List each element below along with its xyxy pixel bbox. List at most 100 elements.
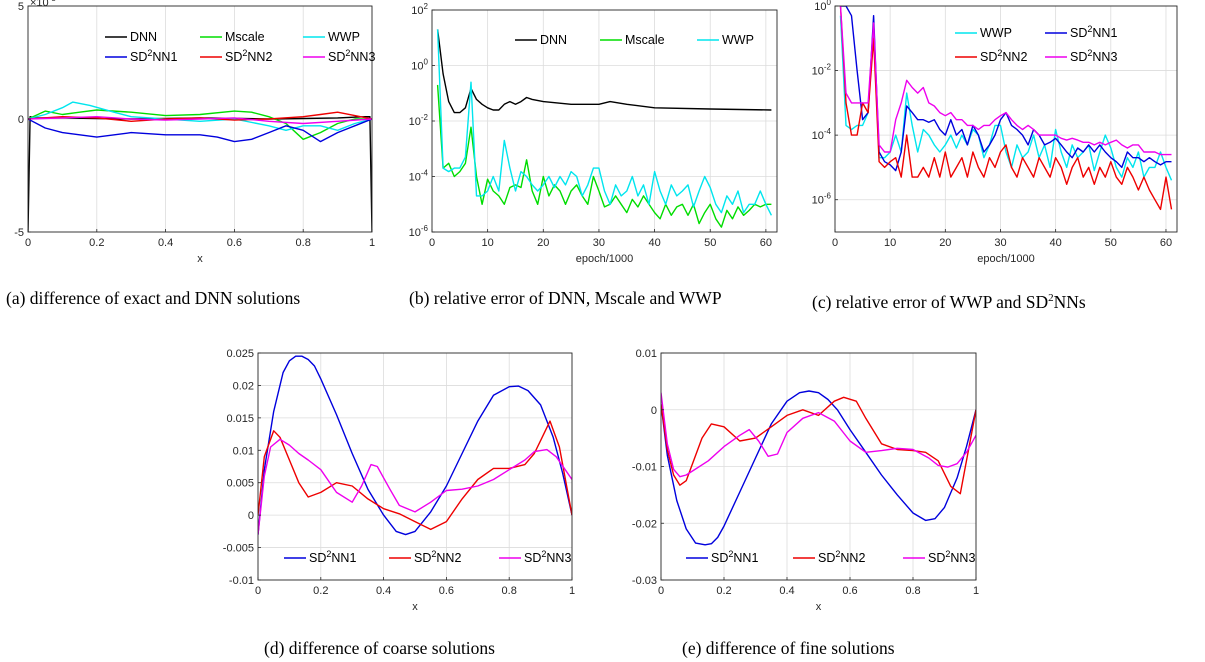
- x-axis-label: epoch/1000: [977, 253, 1035, 265]
- series-line-wwp: [839, 15, 1173, 181]
- chart-d: 0 0.2 0.4 0.6 0.8 1 -0.01 -0.005 0 0.005 0.01 0.015…: [223, 348, 575, 613]
- x-tick-label: 10: [884, 237, 896, 249]
- x-tick-label: 0: [429, 237, 435, 249]
- series-line-sd2nn2: [258, 420, 572, 531]
- series-line-sd2nn1: [661, 390, 976, 546]
- x-tick-label: 0.8: [502, 585, 517, 597]
- legend-label: DNN: [540, 33, 567, 47]
- x-tick-label: 60: [1160, 237, 1172, 249]
- x-tick-label: 0: [658, 585, 664, 597]
- x-tick-label: 30: [994, 237, 1006, 249]
- series-line-wwp: [28, 101, 372, 132]
- y-tick-label: 0.02: [233, 380, 254, 392]
- legend-label: SD2NN3: [524, 549, 571, 565]
- x-tick-label: 10: [482, 237, 494, 249]
- legend-label: SD2NN1: [130, 48, 177, 64]
- y-tick-label: 10-6: [409, 224, 429, 239]
- legend-label: SD2NN2: [225, 48, 272, 64]
- y-tick-label: -0.03: [632, 575, 657, 587]
- y-tick-label: 102: [411, 2, 428, 17]
- x-tick-label: 0.4: [376, 585, 391, 597]
- x-axis-label: x: [197, 253, 203, 265]
- y-tick-label: -0.02: [632, 518, 657, 530]
- series-line-sd2nn1: [258, 355, 572, 536]
- x-tick-label: 0.8: [296, 237, 311, 249]
- series-line-sd2nn3: [28, 115, 372, 125]
- y-tick-label: 0.01: [636, 348, 657, 360]
- series-group: [28, 101, 372, 232]
- legend-label: Mscale: [225, 30, 265, 44]
- y-tick-label: -5: [14, 227, 24, 239]
- legend: SD2NN1 SD2NN2 SD2NN3: [284, 549, 571, 565]
- y-tick-label: 0: [18, 114, 24, 126]
- chart-b: 0 10 20 30 40 50 60 10-6 10-4 10-2 100 102 epoch/100…: [409, 2, 778, 265]
- x-tick-label: 0: [25, 237, 31, 249]
- y-exponent-label: ×10-3: [30, 0, 56, 9]
- legend-label: DNN: [130, 30, 157, 44]
- y-tick-label: 10-2: [409, 113, 429, 128]
- x-tick-label: 0: [832, 237, 838, 249]
- x-tick-label: 0.6: [227, 237, 242, 249]
- legend-label: WWP: [722, 33, 754, 47]
- series-line-sd2nn2: [661, 396, 976, 495]
- y-tick-label: -0.005: [223, 543, 254, 555]
- y-tick-label: -0.01: [229, 575, 254, 587]
- legend-label: SD2NN1: [711, 549, 758, 565]
- axes-box: [834, 5, 1178, 233]
- x-axis-label: epoch/1000: [576, 253, 634, 265]
- series-group: [839, 6, 1173, 211]
- x-tick-label: 0.2: [89, 237, 104, 249]
- series-line-mscale: [436, 84, 772, 228]
- x-axis-label: x: [412, 601, 418, 613]
- series-group: [436, 29, 773, 228]
- legend-label: SD2NN2: [980, 48, 1027, 64]
- chart-a: 00.20.40.60.81-505×10-3xDNNMscaleWWPSD2N…: [14, 0, 375, 265]
- x-tick-label: 0.6: [439, 585, 454, 597]
- x-tick-label: 0: [255, 585, 261, 597]
- legend: WWP SD2NN1 SD2NN2 SD2NN3: [955, 24, 1117, 64]
- series-line-wwp: [436, 29, 773, 216]
- plot-area: [258, 353, 572, 580]
- x-tick-label: 1: [973, 585, 979, 597]
- caption-c: (c) relative error of WWP and SD2NNs: [812, 291, 1086, 312]
- caption-d: (d) difference of coarse solutions: [264, 638, 495, 658]
- y-tick-label: 10-6: [812, 192, 832, 207]
- y-tick-label: 100: [411, 58, 428, 73]
- y-tick-label: 0: [248, 510, 254, 522]
- legend: DNN Mscale WWP: [515, 33, 754, 47]
- chart-e: 0 0.2 0.4 0.6 0.8 1 -0.03 -0.02 -0.01 0 0.01 x SD2NN…: [632, 348, 979, 613]
- y-tick-label: -0.01: [632, 462, 657, 474]
- legend-label: WWP: [980, 26, 1012, 40]
- x-tick-label: 1: [369, 237, 375, 249]
- x-axis-label: x: [816, 601, 822, 613]
- legend-label: WWP: [328, 30, 360, 44]
- legend-label: SD2NN1: [1070, 24, 1117, 40]
- y-tick-label: 0.025: [226, 348, 254, 360]
- series-line-sd2nn3: [661, 392, 976, 478]
- x-tick-label: 0.4: [158, 237, 173, 249]
- x-tick-label: 0.6: [842, 585, 857, 597]
- x-tick-label: 40: [648, 237, 660, 249]
- series-line-sd2nn2: [28, 111, 372, 123]
- legend-label: SD2NN3: [1070, 48, 1117, 64]
- x-tick-label: 0.2: [716, 585, 731, 597]
- x-tick-label: 1: [569, 585, 575, 597]
- caption-e: (e) difference of fine solutions: [682, 638, 895, 658]
- x-tick-label: 0.2: [313, 585, 328, 597]
- y-tick-label: 5: [18, 1, 24, 13]
- legend-label: SD2NN3: [328, 48, 375, 64]
- series-line-sd2nn3: [258, 438, 572, 535]
- series-line-sd2nn2: [839, 6, 1173, 211]
- plot-area: [835, 6, 1177, 232]
- y-tick-label: 100: [814, 0, 831, 13]
- series-line-sd2nn1: [28, 118, 372, 143]
- series-line-sd2nn3: [839, 6, 1172, 156]
- x-tick-label: 0.8: [905, 585, 920, 597]
- series-group: [661, 390, 976, 546]
- y-tick-label: 0: [651, 405, 657, 417]
- series-group: [258, 355, 572, 536]
- legend-label: SD2NN1: [309, 549, 356, 565]
- caption-a: (a) difference of exact and DNN solution…: [6, 288, 301, 308]
- chart-c: 0 10 20 30 40 50 60 10-6 10-4 10-2 100 epoch/1000 WW…: [812, 0, 1178, 265]
